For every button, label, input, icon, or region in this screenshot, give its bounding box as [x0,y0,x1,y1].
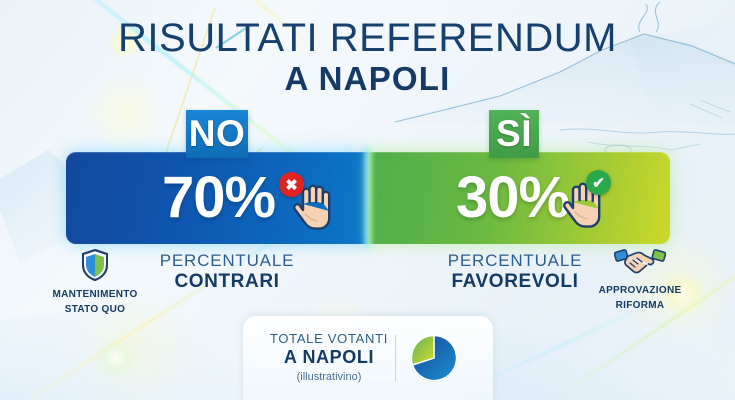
handshake-label-line1: APPROVAZIONE [598,285,682,296]
title-line-primary: RISULTATI REFERENDUM [118,16,617,60]
card-line-3: (illustrativino) [296,370,362,383]
red-x-circle-icon: ✖ [279,172,304,197]
card-line-2: A NAPOLI [283,347,375,368]
pie-slice [410,334,435,366]
shield-label-line2: STATO QUO [64,303,126,315]
no-caption-bottom: CONTRARI [174,270,280,292]
mantenimento-stato-quo-block: MANTENIMENTO STATO QUO [35,248,155,316]
title-line-secondary: A NAPOLI [284,59,451,97]
card-line-1: TOTALE VOTANTI [269,331,389,347]
no-caption: PERCENTUALE CONTRARI [132,251,322,293]
page-title: RISULTATI REFERENDUM A NAPOLI [0,18,735,98]
no-caption-top: PERCENTUALE [159,251,295,270]
no-badge: NO [186,110,248,158]
shield-icon [82,248,108,282]
si-badge-label: SÌ [496,113,532,154]
light-glow [96,338,136,378]
totale-votanti-card: TOTALE VOTANTI A NAPOLI (illustrativino) [243,316,493,400]
green-check-circle-icon: ✔ [586,170,611,195]
si-percentage-value: 30% [456,165,570,230]
si-percentage-bar: 30% [368,152,670,244]
no-badge-label: NO [188,113,246,154]
approvazione-riforma-block: APPROVAZIONE RIFORMA [580,246,700,312]
no-percentage-value: 70% [162,165,276,230]
green-check-glyph: ✔ [592,174,605,192]
handshake-icon [613,249,667,274]
votanti-pie-chart [402,330,466,386]
red-x-glyph: ✖ [285,176,298,194]
si-badge: SÌ [489,110,539,158]
pie-chart-svg [410,334,458,382]
card-text-block: TOTALE VOTANTI A NAPOLI (illustrativino) [243,331,393,384]
handshake-label-line2: RIFORMA [615,299,665,311]
card-divider [395,335,396,381]
shield-label-line1: MANTENIMENTO [52,289,138,300]
